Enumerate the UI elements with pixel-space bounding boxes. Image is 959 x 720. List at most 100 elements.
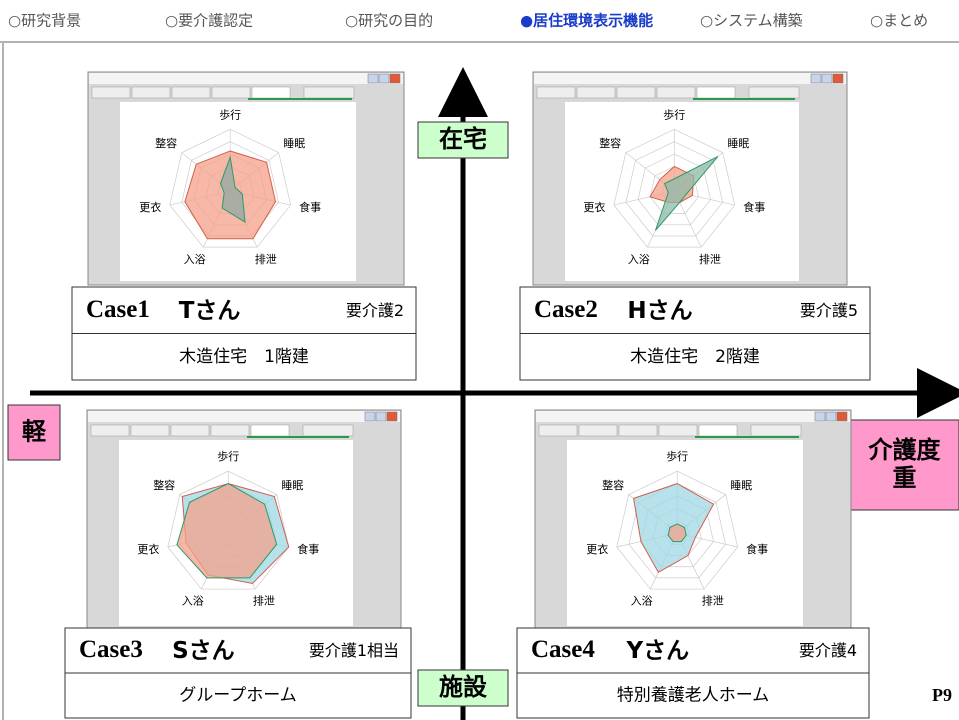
radar-ring [167,470,290,590]
radar-axis-label: 更衣 [139,200,161,214]
radar-axis-label: 整容 [153,478,175,492]
label-bottom: 施設 [439,673,488,701]
tab [538,424,578,437]
tab [302,424,354,437]
tab [750,424,802,437]
tab [250,424,290,437]
radar-axis-label: 整容 [155,136,177,150]
window-button [378,73,390,84]
nav-item: ○要介護認定 [165,12,253,30]
case-id: Case2 [534,296,598,323]
label-right: 重 [893,464,917,492]
radar-axis-label: 睡眠 [281,479,303,492]
case-name: Yさん [625,638,689,664]
label-left: 軽 [22,418,47,446]
case-id: Case3 [79,636,143,663]
radar-axis-label: 入浴 [184,253,206,266]
radar-axis-label: 整容 [599,136,621,150]
radar-axis-label: 歩行 [219,107,241,121]
window-button [832,73,844,84]
tab [658,424,698,437]
radar-axis-label: 入浴 [628,253,650,266]
case-name: Tさん [179,298,241,324]
nav-item: ○まとめ [870,12,928,30]
radar-series [667,523,687,543]
tab [130,424,170,437]
window-button [375,411,387,422]
radar-axis-label: 睡眠 [730,479,752,492]
radar-axis-label: 排泄 [255,252,277,266]
tab [90,424,130,437]
radar-axis-label: 入浴 [631,595,653,608]
radar-axis-label: 睡眠 [283,137,305,150]
case-id: Case4 [531,636,595,663]
window-button [367,73,379,84]
radar-series [176,483,278,579]
window-button [386,411,398,422]
radar-axis-label: 食事 [297,542,319,556]
tab [91,86,131,99]
case-care: 要介護1相当 [309,641,399,660]
header-bg [0,0,959,42]
radar-ring [637,153,711,226]
radar-axis-label: 睡眠 [727,137,749,150]
tab [616,86,656,99]
window-button [825,411,837,422]
tab [618,424,658,437]
radar-axis-label: 歩行 [217,449,239,463]
nav-item: ○研究背景 [8,12,81,30]
window-button [389,73,401,84]
title-bar [89,73,403,84]
radar-series [219,155,246,223]
radar-axis-label: 歩行 [666,449,688,463]
label-bottom-box [417,669,509,707]
tab [576,86,616,99]
radar-axis-label: 食事 [746,542,768,556]
case-name: Sさん [172,638,235,664]
label-right: 介護度 [868,436,942,464]
tab [696,86,736,99]
tab [578,424,618,437]
case-housing: 特別養護老人ホーム [617,686,770,706]
case-housing: グループホーム [179,686,296,706]
window-button [814,411,826,422]
case-care: 要介護4 [799,641,857,660]
radar-axis-label: 歩行 [663,107,685,121]
window-button [810,73,822,84]
case-care: 要介護5 [800,301,858,320]
radar-axis-label: 更衣 [137,542,159,556]
radar-axis-label: 更衣 [586,542,608,556]
window-button [836,411,848,422]
radar-series [654,156,719,231]
nav-item: ○システム構築 [700,12,803,30]
case-housing: 木造住宅 1階建 [179,347,309,367]
case-name: Hさん [627,298,692,324]
title-bar [534,73,846,84]
case-care: 要介護2 [346,301,404,320]
title-bar [88,411,400,422]
tab [748,86,800,99]
label-top-box [417,121,509,159]
tab [303,86,355,99]
case-id: Case1 [86,296,150,323]
radar-axis-label: 食事 [299,200,321,214]
tab [171,86,211,99]
radar-axis-label: 整容 [602,478,624,492]
radar-axis-label: 食事 [743,200,765,214]
tab [211,86,251,99]
page-number: P9 [932,685,952,705]
radar-axis-label: 更衣 [583,200,605,214]
tab [698,424,738,437]
tab [536,86,576,99]
radar-ring [613,128,736,248]
title-bar [536,411,850,422]
tab [656,86,696,99]
label-top: 在宅 [439,125,487,153]
label-left-box [7,404,61,461]
radar-axis-label: 入浴 [182,595,204,608]
radar-ring [616,470,739,590]
radar-axis-label: 排泄 [702,594,724,608]
nav-item: ●居住環境表示機能 [520,12,653,30]
